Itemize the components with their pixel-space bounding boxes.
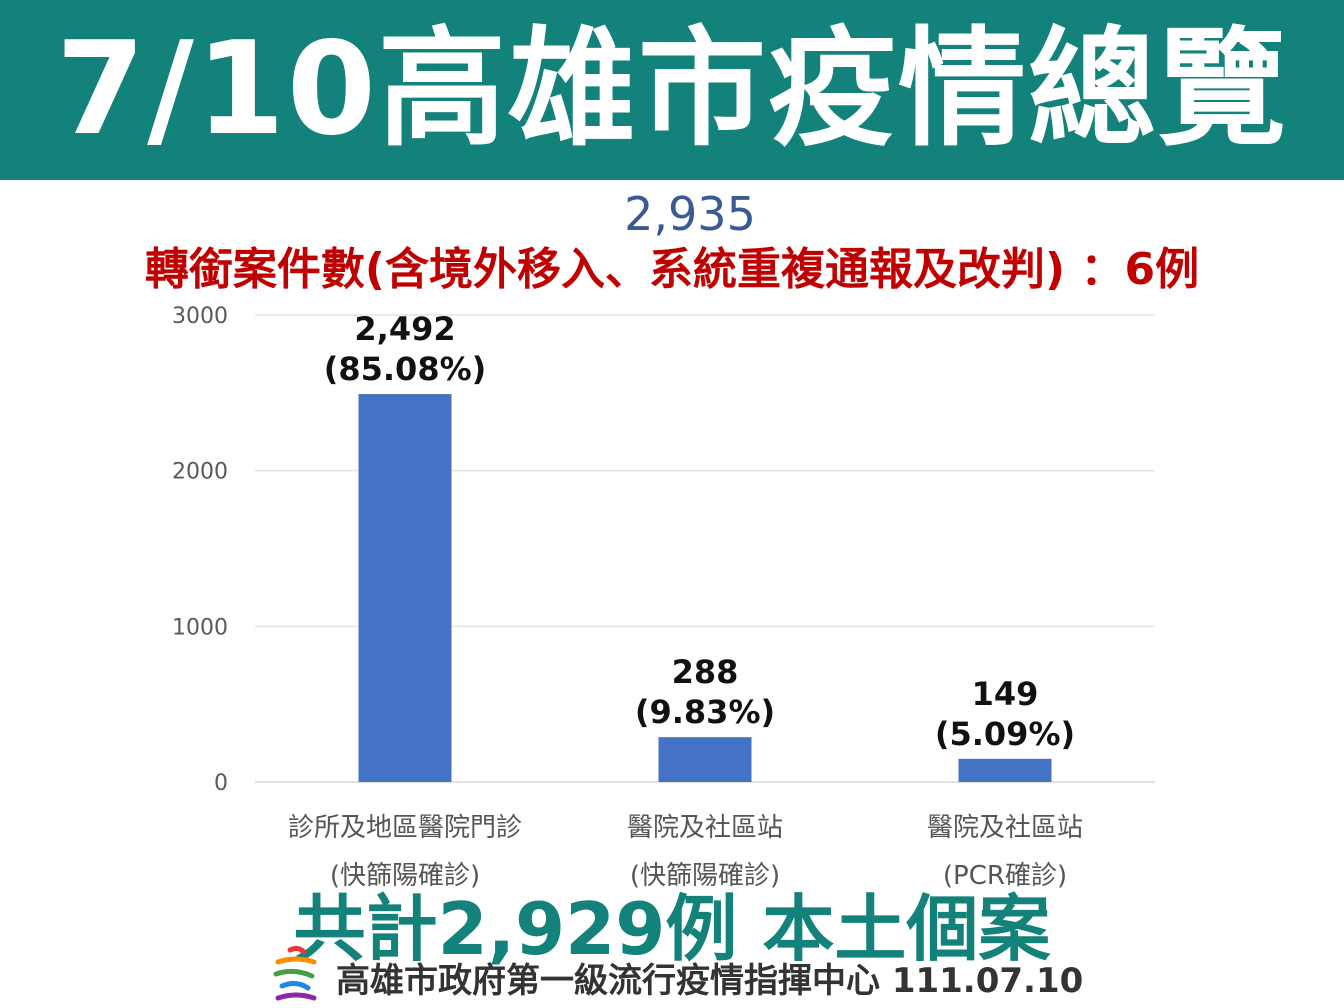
source-credit: 高雄市政府第一級流行疫情指揮中心 111.07.10 <box>336 961 1084 1001</box>
x-axis-categories: 診所及地區醫院門診 (快篩陽確診) 醫院及社區站 (快篩陽確診) 醫院及社區站 (PCR確… <box>288 813 1083 890</box>
page-title: 7/10高雄市疫情總覽 <box>56 15 1288 164</box>
bar-data-label: 288 <box>672 653 739 691</box>
local-cases-total: 共計2,929例 本土個案 <box>293 887 1051 971</box>
bar-data-label: (85.08%) <box>324 350 487 388</box>
x-category-label: (快篩陽確診) <box>630 861 780 890</box>
y-tick-label: 0 <box>214 771 228 796</box>
bar-data-label: 2,492 <box>354 310 455 348</box>
bar-data-label: 149 <box>972 675 1039 713</box>
y-tick-label: 3000 <box>172 304 228 329</box>
x-category-label: 診所及地區醫院門診 <box>288 813 522 843</box>
bar <box>658 737 752 782</box>
title-banner: 7/10高雄市疫情總覽 <box>0 0 1344 180</box>
x-category-label: (PCR確診) <box>943 861 1067 890</box>
bars <box>358 394 1052 782</box>
transfer-cases-note: 轉銜案件數(含境外移入、系統重複通報及改判) ：6例 <box>144 244 1200 295</box>
data-labels: 2,492(85.08%) 288(9.83%) 149(5.09%) <box>324 310 1075 753</box>
bar <box>958 758 1052 782</box>
x-category-label: 醫院及社區站 <box>927 813 1083 843</box>
x-category-label: (快篩陽確診) <box>330 861 480 890</box>
cases-bar-chart: 0 1000 2000 3000 2,492(85.08%) 288(9.83%) 149… <box>172 304 1155 890</box>
x-category-label: 醫院及社區站 <box>627 813 783 843</box>
kaohsiung-city-logo-icon <box>273 945 317 1001</box>
total-cases-value: 2,935 <box>624 187 756 241</box>
y-tick-label: 1000 <box>172 615 228 640</box>
bar-data-label: (5.09%) <box>935 715 1075 753</box>
y-axis-ticks: 0 1000 2000 3000 <box>172 304 228 796</box>
y-tick-label: 2000 <box>172 460 228 485</box>
bar <box>358 394 452 782</box>
bar-data-label: (9.83%) <box>635 693 775 731</box>
